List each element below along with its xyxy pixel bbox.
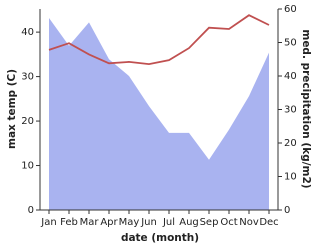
y2-axis-label: med. precipitation (kg/m2) bbox=[300, 29, 312, 188]
x-tick-label: Feb bbox=[60, 217, 78, 228]
y-tick-label: 0 bbox=[28, 205, 34, 216]
y-tick-label: 40 bbox=[21, 27, 34, 38]
x-tick-label: Jan bbox=[40, 217, 56, 228]
x-tick-label: Dec bbox=[259, 217, 278, 228]
x-tick-label: Nov bbox=[239, 217, 259, 228]
x-tick-label: Aug bbox=[179, 217, 199, 228]
y2-tick-label: 40 bbox=[284, 71, 297, 82]
y2-tick-label: 50 bbox=[284, 38, 297, 49]
y2-tick-label: 20 bbox=[284, 138, 297, 149]
x-tick-label: Jul bbox=[162, 217, 175, 228]
x-tick-label: May bbox=[119, 217, 140, 228]
x-tick-label: Jun bbox=[140, 217, 157, 228]
x-tick-label: Oct bbox=[220, 217, 237, 228]
x-tick-label: Apr bbox=[100, 217, 118, 228]
y-tick-label: 30 bbox=[21, 72, 34, 83]
x-tick-label: Mar bbox=[80, 217, 100, 228]
y2-tick-label: 10 bbox=[284, 172, 297, 183]
temperature-line bbox=[48, 14, 270, 66]
x-axis-label: date (month) bbox=[121, 232, 199, 244]
x-tick-label: Sep bbox=[200, 217, 219, 228]
precipitation-area bbox=[49, 18, 269, 210]
y2-tick-label: 0 bbox=[284, 205, 290, 216]
y-axis-label: max temp (C) bbox=[6, 69, 18, 149]
y2-tick-label: 30 bbox=[284, 105, 297, 116]
y2-tick-label: 60 bbox=[284, 4, 297, 15]
y-tick-label: 10 bbox=[21, 161, 34, 172]
y-tick-label: 20 bbox=[21, 116, 34, 127]
